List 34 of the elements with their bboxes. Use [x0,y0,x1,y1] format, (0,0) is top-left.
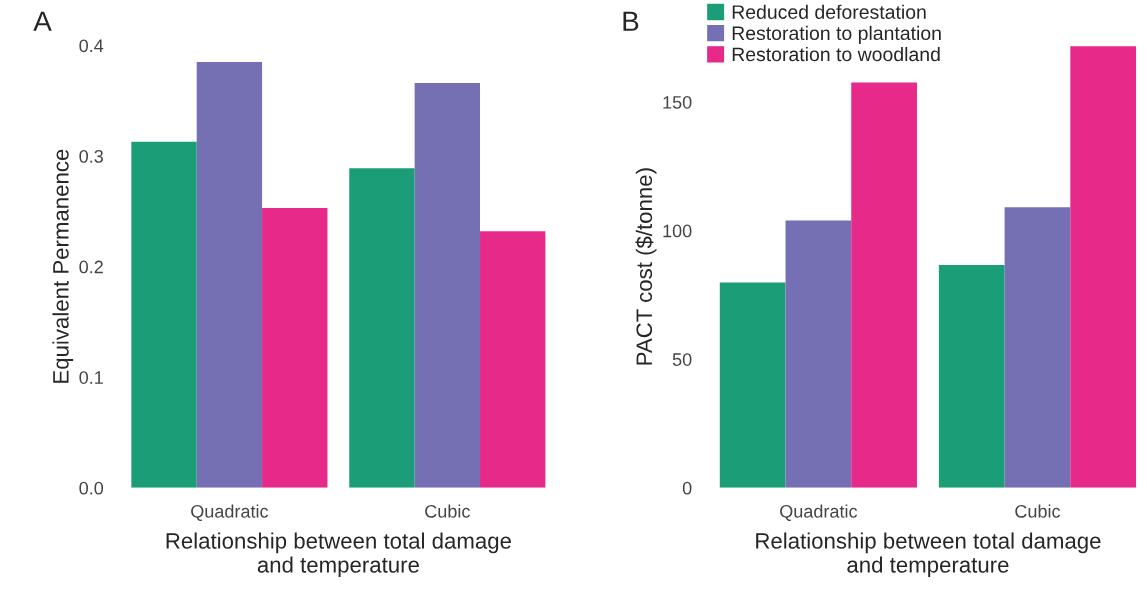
bar [196,62,263,488]
bar [785,220,852,488]
y-tick-label: 0.3 [79,149,103,163]
x-tick-label: Cubic [425,504,470,518]
y-tick-label: 150 [663,95,692,109]
bar [938,265,1005,488]
y-tick-label: 0 [682,481,692,495]
y-tick-label: 0.4 [79,39,104,53]
x-tick-label: Quadratic [191,504,269,521]
y-tick-label: 0.1 [79,371,103,384]
legend-label: Restoration to plantation [732,25,941,44]
x-tick-label: Quadratic [780,504,858,521]
y-tick-label: 0.2 [79,260,103,274]
y-tick-label: 50 [672,353,692,366]
bar [349,168,415,488]
bar [262,208,328,488]
chart-title: B [623,11,639,31]
y-axis-title: Equivalent Permanence [52,149,74,383]
bar [719,282,786,488]
y-tick-label: 100 [663,224,692,238]
x-axis-title: Relationship between total damage and temperature [166,532,511,578]
bar [851,82,917,488]
x-tick-label: Cubic [1015,504,1061,518]
bar [131,141,197,488]
bar [480,231,546,488]
y-axis-title: PACT cost ($/tonne) [635,168,657,365]
x-axis-title: Relationship between total damage and temperature [756,532,1101,578]
bar [1004,207,1071,488]
y-tick-label: 0.0 [79,481,104,495]
legend-label: Restoration to woodland [732,46,940,62]
legend-label: Reduced deforestation [732,4,926,19]
bar [1070,46,1137,488]
chart-title: A [33,11,52,31]
bar [414,83,481,488]
